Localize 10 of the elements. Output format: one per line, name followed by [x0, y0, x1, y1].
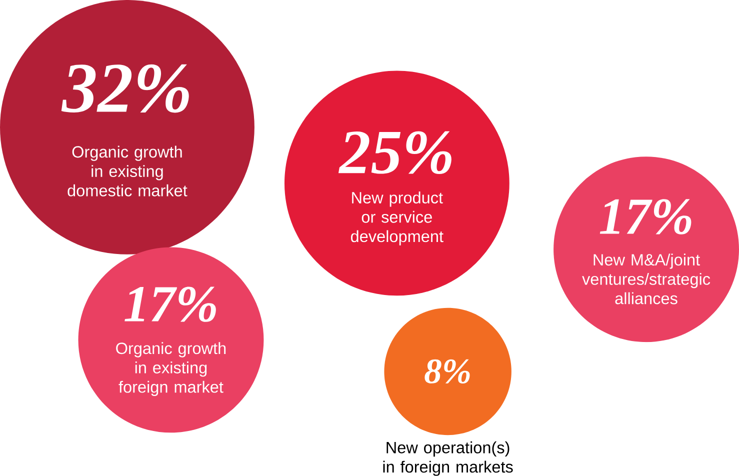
category-label: New product or service development	[350, 192, 444, 246]
data-label: 25%	[338, 131, 452, 174]
category-label: New operation(s) in foreign markets	[383, 441, 513, 476]
category-label: New M&A/joint ventures/strategic alliances	[582, 254, 710, 304]
data-label: 17%	[124, 286, 216, 322]
data-label: 8%	[424, 359, 470, 384]
category-label: Organic growth in existing foreign market	[116, 342, 226, 396]
data-label: 17%	[600, 199, 692, 234]
category-label: Organic growth in existing domestic market	[68, 146, 188, 196]
data-label: 32%	[61, 64, 189, 113]
